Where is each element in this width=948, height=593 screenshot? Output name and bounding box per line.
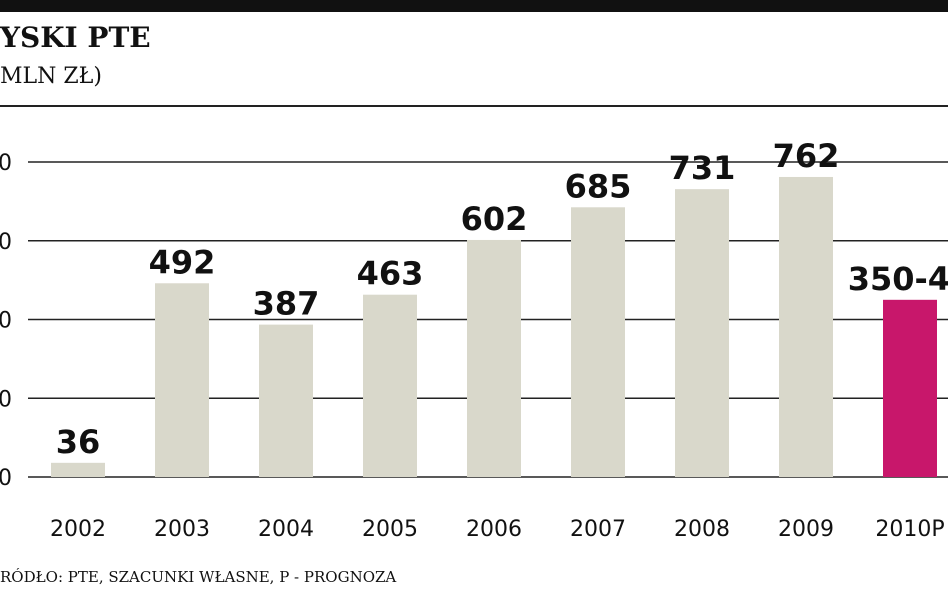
- x-tick-label-2009: 2009: [778, 517, 834, 542]
- bar-2003: [155, 283, 209, 477]
- x-tick-label-2007: 2007: [570, 517, 626, 542]
- data-label-2006: 602: [461, 200, 528, 238]
- x-tick-label-2006: 2006: [466, 517, 522, 542]
- header-divider: [0, 105, 948, 107]
- y-tick-label: 0: [0, 309, 12, 334]
- bar-2009: [779, 176, 833, 477]
- x-tick-label-2008: 2008: [674, 517, 730, 542]
- x-tick-label-2002: 2002: [50, 517, 106, 542]
- data-label-2004: 387: [253, 285, 320, 323]
- y-tick-label: 0: [0, 466, 12, 491]
- y-tick-label: 0: [0, 387, 12, 412]
- bar-2006: [467, 239, 521, 477]
- data-labels: 36 492 387 463 602 685 731 762 350-45: [56, 137, 948, 461]
- source-note: RÓDŁO: PTE, SZACUNKI WŁASNE, P - PROGNOZ…: [0, 568, 397, 586]
- chart-subtitle: MLN ZŁ): [0, 64, 102, 89]
- bar-2002: [51, 462, 105, 477]
- bar-2004: [259, 324, 313, 477]
- data-label-2009: 762: [773, 137, 840, 175]
- bar-2005: [363, 294, 417, 477]
- data-label-2010P: 350-45: [848, 260, 948, 298]
- bar-2010P: [883, 299, 937, 477]
- x-tick-label-2005: 2005: [362, 517, 418, 542]
- data-label-2003: 492: [149, 243, 216, 281]
- x-tick-label-2004: 2004: [258, 517, 314, 542]
- y-tick-label: 0: [0, 230, 12, 255]
- bars: [51, 176, 937, 477]
- y-axis-ticks: 0 0 0 0 0: [0, 151, 12, 491]
- bar-2007: [571, 207, 625, 477]
- data-label-2005: 463: [357, 255, 424, 293]
- data-label-2008: 731: [669, 149, 736, 187]
- x-tick-label-2003: 2003: [154, 517, 210, 542]
- x-axis-ticks: 2002 2003 2004 2005 2006 2007 2008 2009 2010P: [50, 517, 945, 542]
- data-label-2007: 685: [565, 167, 632, 205]
- x-tick-label-2010P: 2010P: [875, 517, 944, 542]
- data-label-2002: 36: [56, 423, 101, 461]
- top-border-bar: [0, 0, 948, 12]
- y-tick-label: 0: [0, 151, 12, 176]
- bar-2008: [675, 189, 729, 477]
- chart-title: YSKI PTE: [0, 21, 151, 54]
